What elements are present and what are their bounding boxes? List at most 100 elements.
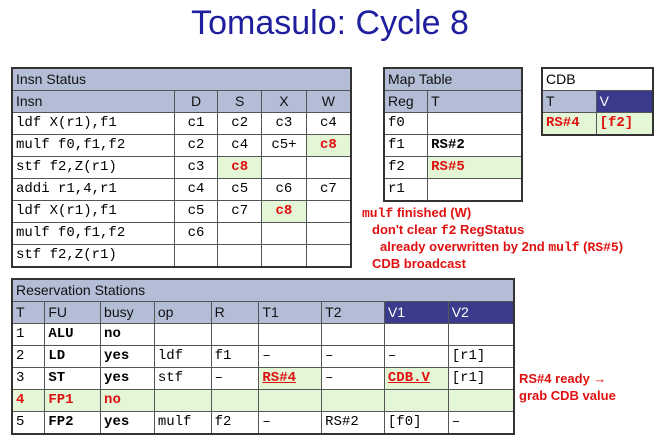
map-row: r1 bbox=[383, 178, 523, 202]
rs-busy-header: busy bbox=[100, 301, 155, 324]
s-cell: c4 bbox=[217, 134, 263, 157]
tag-cell: RS#2 bbox=[427, 134, 523, 157]
x-cell: c3 bbox=[261, 112, 307, 135]
reg-header: Reg bbox=[383, 90, 429, 113]
rs-row: 2 LD yes ldf f1 – – – [r1] bbox=[11, 345, 515, 368]
cdb-caption: CDB bbox=[541, 67, 654, 91]
map-row: f0 bbox=[383, 112, 523, 135]
w-cell bbox=[305, 244, 352, 268]
insn-row: mulf f0,f1,f2 c6 bbox=[11, 222, 352, 245]
x-cell: c8 bbox=[261, 200, 307, 223]
rs-cell: yes bbox=[100, 345, 155, 368]
rs-cell: – bbox=[210, 367, 260, 390]
rs-cell: – bbox=[447, 411, 515, 435]
cdb-tag-header: T bbox=[541, 90, 597, 113]
w-cell: c8 bbox=[305, 134, 352, 157]
rs-cell: ST bbox=[44, 367, 102, 390]
note-text: don't clear bbox=[372, 222, 441, 237]
insn-row: addi r1,4,r1 c4 c5 c6 c7 bbox=[11, 178, 352, 201]
rs-cell: mulf bbox=[153, 411, 212, 435]
note-code: RS#5 bbox=[587, 240, 619, 255]
x-cell bbox=[261, 244, 307, 268]
rs-cell: yes bbox=[100, 367, 155, 390]
insn-cell: stf f2,Z(r1) bbox=[11, 244, 175, 268]
rs-t-header: T bbox=[11, 301, 46, 324]
rs-cell: [f0] bbox=[383, 411, 449, 435]
rs-fu-header: FU bbox=[44, 301, 102, 324]
d-cell: c3 bbox=[173, 156, 219, 179]
s-cell bbox=[217, 222, 263, 245]
rs-cell: – bbox=[321, 367, 385, 390]
rs-row: 1 ALU no bbox=[11, 323, 515, 346]
slide-title: Tomasulo: Cycle 8 bbox=[191, 4, 469, 42]
rs-cell bbox=[153, 389, 212, 412]
x-cell: c6 bbox=[261, 178, 307, 201]
note-text: finished (W) bbox=[393, 205, 472, 220]
insn-status-caption: Insn Status bbox=[11, 67, 352, 91]
w-cell: c7 bbox=[305, 178, 352, 201]
w-cell bbox=[305, 200, 352, 223]
note-text: ) bbox=[618, 239, 624, 254]
s-cell: c2 bbox=[217, 112, 263, 135]
rs-cell: 4 bbox=[11, 389, 46, 412]
note-overwritten: already overwritten by 2nd mulf (RS#5) bbox=[380, 239, 623, 255]
note-text: RegStatus bbox=[456, 222, 525, 237]
insn-cell: ldf X(r1),f1 bbox=[11, 112, 175, 135]
rs-cell: f2 bbox=[210, 411, 260, 435]
d-header: D bbox=[173, 90, 219, 113]
rs-cell: – bbox=[321, 345, 385, 368]
rs-row: 4 FP1 no bbox=[11, 389, 515, 412]
rs-cell bbox=[210, 323, 260, 346]
map-table: Map Table Reg T f0 f1 RS#2 f2 RS#5 r1 bbox=[383, 67, 523, 202]
cdb-tag-cell: RS#4 bbox=[541, 112, 597, 136]
rs-cell: stf bbox=[153, 367, 212, 390]
rs-cell bbox=[153, 323, 212, 346]
rs-cell bbox=[321, 389, 385, 412]
x-cell bbox=[261, 156, 307, 179]
rs-cell: 5 bbox=[11, 411, 46, 435]
note-text: already overwritten by 2nd bbox=[380, 239, 549, 254]
s-cell: c7 bbox=[217, 200, 263, 223]
tag-header: T bbox=[427, 90, 523, 113]
rs-cell: ldf bbox=[153, 345, 212, 368]
note-dont-clear: don't clear f2 RegStatus bbox=[372, 222, 524, 238]
rs-cell bbox=[258, 323, 323, 346]
rs-cell: – bbox=[383, 345, 449, 368]
tag-cell: RS#5 bbox=[427, 156, 523, 179]
map-row: f1 RS#2 bbox=[383, 134, 523, 157]
rs-cell: 2 bbox=[11, 345, 46, 368]
s-header: S bbox=[217, 90, 263, 113]
rs-cell: [r1] bbox=[447, 367, 515, 390]
rs-cell: CDB.V bbox=[383, 367, 449, 390]
rs-cell: 1 bbox=[11, 323, 46, 346]
rs-cell: LD bbox=[44, 345, 102, 368]
note-code: mulf bbox=[548, 240, 580, 255]
rs-cell bbox=[447, 389, 515, 412]
insn-cell: stf f2,Z(r1) bbox=[11, 156, 175, 179]
note-grab-cdb: grab CDB value bbox=[519, 388, 616, 403]
note-code: f2 bbox=[440, 223, 457, 238]
x-cell bbox=[261, 222, 307, 245]
d-cell: c5 bbox=[173, 200, 219, 223]
d-cell: c1 bbox=[173, 112, 219, 135]
rs-cell bbox=[321, 323, 385, 346]
insn-header: Insn bbox=[11, 90, 175, 113]
rs-caption: Reservation Stations bbox=[11, 278, 515, 302]
cdb-row: RS#4 [f2] bbox=[541, 112, 654, 136]
s-cell: c8 bbox=[217, 156, 263, 179]
map-row: f2 RS#5 bbox=[383, 156, 523, 179]
note-mulf-finished: mulf finished (W) bbox=[362, 205, 471, 221]
insn-row: ldf X(r1),f1 c1 c2 c3 c4 bbox=[11, 112, 352, 135]
rs-cell: f1 bbox=[210, 345, 260, 368]
s-cell bbox=[217, 244, 263, 268]
w-cell bbox=[305, 156, 352, 179]
rs-cell: yes bbox=[100, 411, 155, 435]
w-cell: c4 bbox=[305, 112, 352, 135]
rs-cell: RS#4 bbox=[258, 367, 323, 390]
note-code: mulf bbox=[362, 206, 394, 221]
cdb-value-header: V bbox=[595, 90, 654, 113]
rs-cell: no bbox=[100, 323, 155, 346]
cdb-table: CDB T V RS#4 [f2] bbox=[541, 67, 654, 136]
rs-cell bbox=[258, 389, 323, 412]
insn-cell: ldf X(r1),f1 bbox=[11, 200, 175, 223]
